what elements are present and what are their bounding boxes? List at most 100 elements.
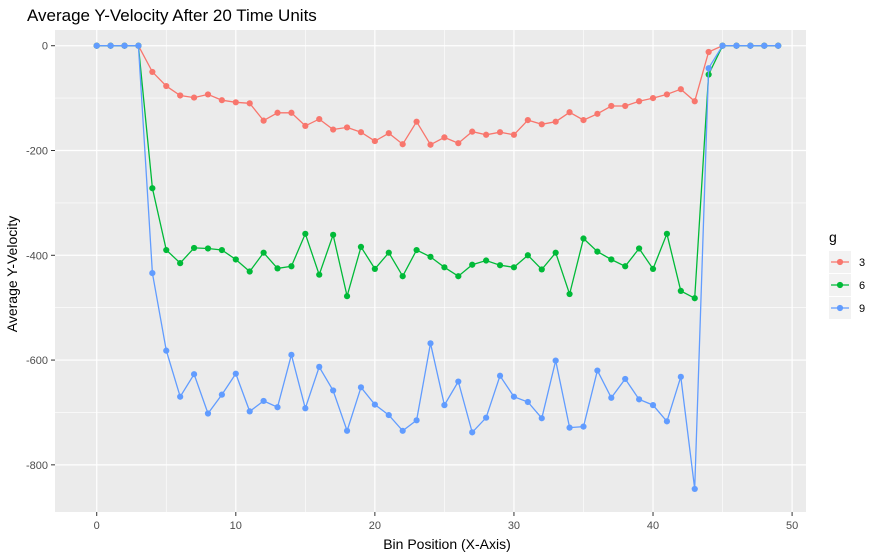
data-point: [177, 393, 184, 400]
data-point: [302, 405, 309, 412]
data-point: [343, 124, 351, 131]
data-point: [594, 248, 601, 255]
data-point: [441, 402, 448, 409]
data-point: [524, 252, 531, 259]
data-point: [218, 246, 225, 254]
series-line: [96, 45, 779, 489]
data-point: [330, 231, 337, 238]
data-point: [427, 340, 434, 347]
data-point: [566, 290, 573, 298]
data-point: [177, 260, 184, 267]
data-point: [232, 256, 239, 263]
data-point: [385, 130, 392, 137]
data-point: [93, 42, 100, 49]
data-point: [510, 264, 518, 271]
data-point: [469, 261, 476, 268]
legend-item-9: 9: [829, 297, 865, 319]
data-point: [246, 268, 253, 275]
data-point: [218, 391, 225, 398]
data-point: [691, 485, 698, 493]
data-point: [190, 244, 198, 252]
data-point: [649, 402, 657, 409]
data-point: [441, 134, 448, 141]
data-point: [580, 423, 587, 430]
data-point: [455, 378, 462, 385]
data-point: [469, 128, 476, 135]
data-point: [163, 347, 170, 354]
data-point: [483, 131, 490, 138]
data-point: [608, 394, 615, 401]
data-point: [733, 42, 740, 49]
data-point: [385, 249, 392, 256]
data-point: [343, 293, 351, 300]
data-point: [580, 117, 587, 124]
y-tick-label: 0: [42, 41, 48, 53]
data-point: [636, 396, 643, 403]
chart-title: Average Y-Velocity After 20 Time Units: [27, 6, 317, 25]
data-point: [622, 102, 629, 110]
data-point: [663, 91, 671, 98]
legend-point: [836, 258, 844, 266]
y-axis: 0 -200 -400 -600 -800: [26, 41, 55, 472]
data-point: [649, 265, 657, 273]
data-point: [316, 363, 323, 370]
data-point: [316, 271, 323, 278]
data-point: [691, 295, 698, 302]
x-tick-label: 20: [369, 520, 381, 532]
data-point: [385, 411, 392, 419]
data-point: [496, 262, 504, 269]
data-point: [622, 263, 629, 270]
data-point: [552, 249, 559, 256]
y-tick-label: -600: [26, 355, 48, 367]
data-point: [455, 140, 462, 147]
data-point: [163, 82, 170, 90]
data-point: [705, 65, 712, 72]
data-point: [747, 42, 754, 49]
data-point: [260, 397, 267, 405]
data-point: [399, 427, 406, 434]
legend-point: [836, 304, 844, 312]
data-point: [483, 257, 490, 264]
data-point: [288, 351, 295, 358]
data-point: [232, 99, 239, 106]
data-point: [246, 100, 253, 107]
data-point: [246, 408, 253, 415]
data-point: [761, 42, 768, 49]
data-point: [705, 48, 712, 56]
data-point: [524, 117, 531, 124]
data-point: [663, 230, 671, 237]
data-point: [496, 372, 504, 379]
data-point: [677, 287, 684, 295]
data-point: [302, 122, 309, 129]
legend-label: 6: [859, 280, 865, 292]
legend-item-3: 3: [829, 251, 865, 273]
legend: g 3 6 9: [829, 229, 865, 319]
data-point: [677, 86, 684, 93]
y-tick-label: -800: [26, 460, 48, 472]
data-point: [636, 98, 643, 105]
data-point: [163, 246, 170, 254]
data-point: [594, 110, 601, 117]
data-point: [190, 371, 198, 378]
data-point: [399, 141, 406, 148]
data-point: [636, 245, 643, 252]
data-point: [552, 357, 559, 364]
data-point: [343, 427, 351, 434]
data-point: [524, 398, 531, 406]
data-point: [552, 118, 559, 125]
data-point: [274, 265, 281, 272]
data-point: [427, 141, 434, 148]
data-point: [135, 42, 142, 49]
data-point: [496, 129, 504, 136]
legend-item-6: 6: [829, 274, 865, 296]
data-point: [510, 393, 518, 400]
data-point: [288, 109, 295, 116]
data-point: [594, 367, 601, 374]
data-point: [371, 265, 378, 273]
data-point: [121, 42, 128, 49]
data-point: [538, 121, 545, 128]
data-point: [330, 387, 337, 394]
x-axis-title: Bin Position (X-Axis): [383, 536, 511, 552]
data-point: [566, 424, 573, 431]
